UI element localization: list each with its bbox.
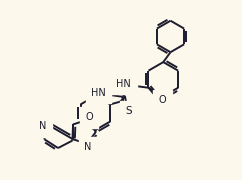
Text: N: N [84, 142, 92, 152]
Text: HN: HN [91, 88, 106, 98]
Text: S: S [126, 106, 132, 116]
Text: HN: HN [116, 79, 131, 89]
Text: O: O [159, 95, 166, 105]
Text: O: O [85, 112, 93, 122]
Text: N: N [39, 121, 47, 131]
